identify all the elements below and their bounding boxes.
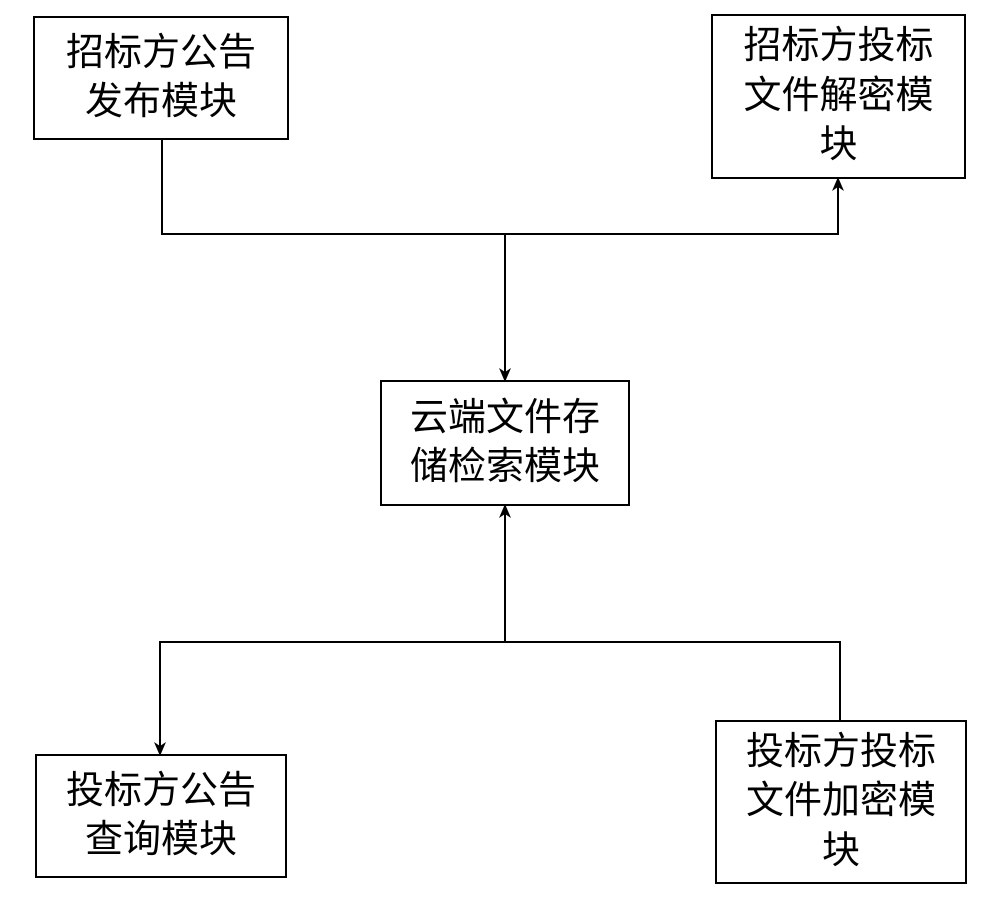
edge: [505, 179, 838, 234]
edge: [505, 506, 840, 720]
node-label: 招标方投标文件解密模块: [743, 22, 933, 170]
node-label: 招标方公告发布模块: [66, 29, 256, 128]
node-label: 投标方公告查询模块: [66, 767, 256, 866]
node-top-right: 招标方投标文件解密模块: [711, 14, 966, 179]
node-center: 云端文件存储检索模块: [380, 380, 630, 506]
node-bottom-left: 投标方公告查询模块: [35, 754, 287, 878]
node-label: 投标方投标文件加密模块: [746, 728, 936, 876]
edge: [160, 642, 505, 754]
diagram-canvas: 招标方公告发布模块 招标方投标文件解密模块 云端文件存储检索模块 投标方公告查询…: [0, 0, 1000, 918]
node-label: 云端文件存储检索模块: [410, 394, 600, 493]
node-top-left: 招标方公告发布模块: [33, 16, 289, 140]
edge: [162, 140, 505, 380]
node-bottom-right: 投标方投标文件加密模块: [715, 720, 967, 884]
